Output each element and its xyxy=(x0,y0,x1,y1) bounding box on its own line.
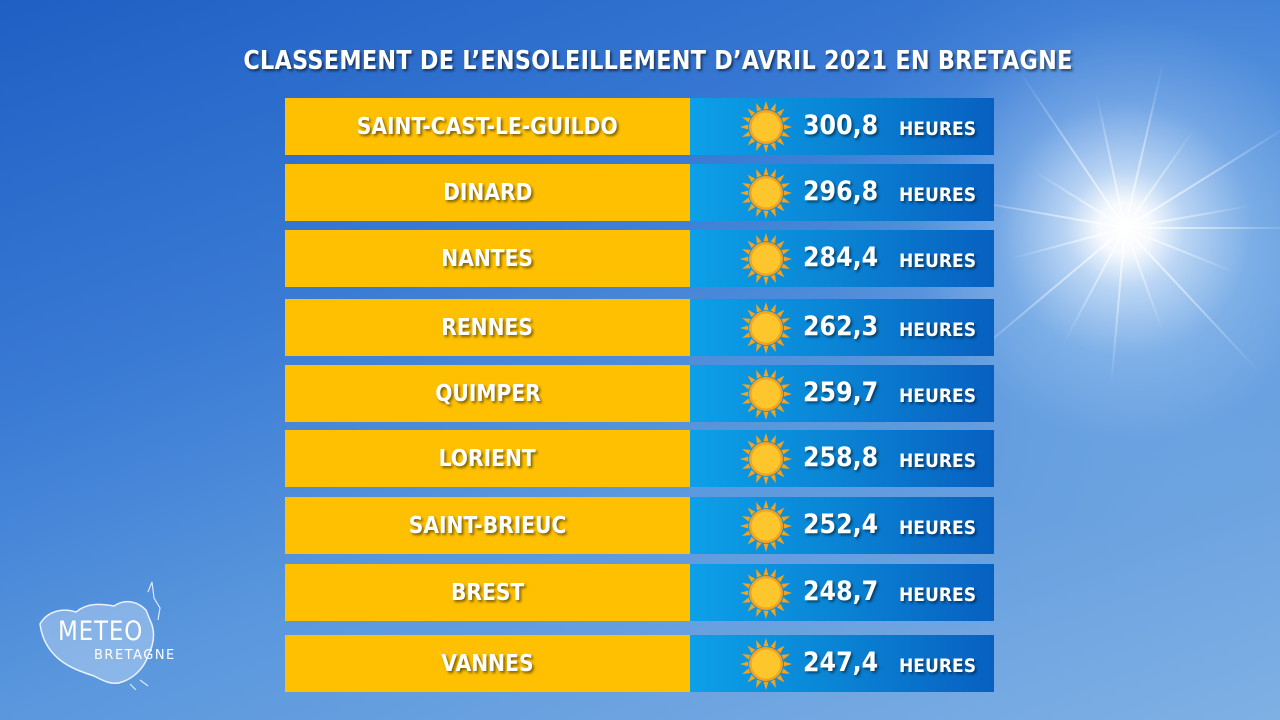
hours-value: 296,8 xyxy=(803,176,879,207)
hours-value: 284,4 xyxy=(803,242,879,273)
sun-ray xyxy=(1124,227,1164,332)
city-label: LORIENT xyxy=(438,445,537,472)
sun-ray xyxy=(1124,227,1263,375)
sun-ray xyxy=(1124,62,1165,229)
sun-ray xyxy=(1017,69,1126,229)
value-band: 258,8 HEURES xyxy=(690,430,994,487)
value-band: 247,4 HEURES xyxy=(690,635,994,692)
hours-value: 258,8 xyxy=(803,442,879,473)
ranking-row: DINARD 296,8 HEURES xyxy=(285,164,994,221)
logo-line1: METEO xyxy=(58,616,144,647)
logo-line2: BRETAGNE xyxy=(94,648,176,663)
hours-value: 259,7 xyxy=(803,377,879,408)
ranking-row: BREST 248,7 HEURES xyxy=(285,564,994,621)
city-band: QUIMPER xyxy=(285,365,690,422)
city-band: LORIENT xyxy=(285,430,690,487)
sun-icon xyxy=(740,500,792,552)
hours-unit: HEURES xyxy=(899,184,977,206)
value-band: 248,7 HEURES xyxy=(690,564,994,621)
value-band: 252,4 HEURES xyxy=(690,497,994,554)
city-label: BREST xyxy=(450,579,525,606)
sun-icon xyxy=(740,433,792,485)
chart-title: CLASSEMENT DE L’ENSOLEILLEMENT D’AVRIL 2… xyxy=(243,46,1073,76)
city-label: QUIMPER xyxy=(434,380,541,407)
city-band: BREST xyxy=(285,564,690,621)
value-band: 259,7 HEURES xyxy=(690,365,994,422)
city-band: DINARD xyxy=(285,164,690,221)
hours-unit: HEURES xyxy=(899,584,977,606)
value-band: 296,8 HEURES xyxy=(690,164,994,221)
city-label: SAINT-CAST-LE-GUILDO xyxy=(357,113,618,140)
hours-unit: HEURES xyxy=(899,385,977,407)
sun-icon xyxy=(740,233,792,285)
value-band: 262,3 HEURES xyxy=(690,299,994,356)
ranking-row: SAINT-CAST-LE-GUILDO 300,8 HEURES xyxy=(285,98,994,155)
meteo-bretagne-logo: METEO BRETAGNE xyxy=(30,580,190,691)
sun-ray xyxy=(1125,227,1280,229)
sun-icon xyxy=(740,368,792,420)
hours-unit: HEURES xyxy=(899,450,977,472)
sun-icon xyxy=(740,101,792,153)
city-band: SAINT-CAST-LE-GUILDO xyxy=(285,98,690,155)
hours-unit: HEURES xyxy=(899,517,977,539)
ranking-row: NANTES 284,4 HEURES xyxy=(285,230,994,287)
hours-value: 262,3 xyxy=(803,311,879,342)
value-band: 284,4 HEURES xyxy=(690,230,994,287)
city-band: SAINT-BRIEUC xyxy=(285,497,690,554)
city-label: NANTES xyxy=(441,245,534,272)
hours-value: 247,4 xyxy=(803,647,879,678)
city-label: RENNES xyxy=(441,314,534,341)
sun-icon xyxy=(740,567,792,619)
sun-icon xyxy=(740,167,792,219)
brittany-map-icon xyxy=(39,581,161,691)
city-label: SAINT-BRIEUC xyxy=(408,512,567,539)
ranking-row: VANNES 247,4 HEURES xyxy=(285,635,994,692)
city-label: DINARD xyxy=(442,179,533,206)
hours-value: 252,4 xyxy=(803,509,879,540)
sun-ray xyxy=(1124,227,1237,274)
city-band: VANNES xyxy=(285,635,690,692)
city-label: VANNES xyxy=(441,650,534,677)
city-band: RENNES xyxy=(285,299,690,356)
hours-unit: HEURES xyxy=(899,655,977,677)
ranking-row: QUIMPER 259,7 HEURES xyxy=(285,365,994,422)
hours-value: 248,7 xyxy=(803,576,879,607)
ranking-row: SAINT-BRIEUC 252,4 HEURES xyxy=(285,497,994,554)
value-band: 300,8 HEURES xyxy=(690,98,994,155)
hours-unit: HEURES xyxy=(899,118,977,140)
hours-value: 300,8 xyxy=(803,110,879,141)
hours-unit: HEURES xyxy=(899,250,977,272)
hours-unit: HEURES xyxy=(899,319,977,341)
sun-icon xyxy=(740,638,792,690)
ranking-row: LORIENT 258,8 HEURES xyxy=(285,430,994,487)
city-band: NANTES xyxy=(285,230,690,287)
sun-icon xyxy=(740,302,792,354)
ranking-row: RENNES 262,3 HEURES xyxy=(285,299,994,356)
